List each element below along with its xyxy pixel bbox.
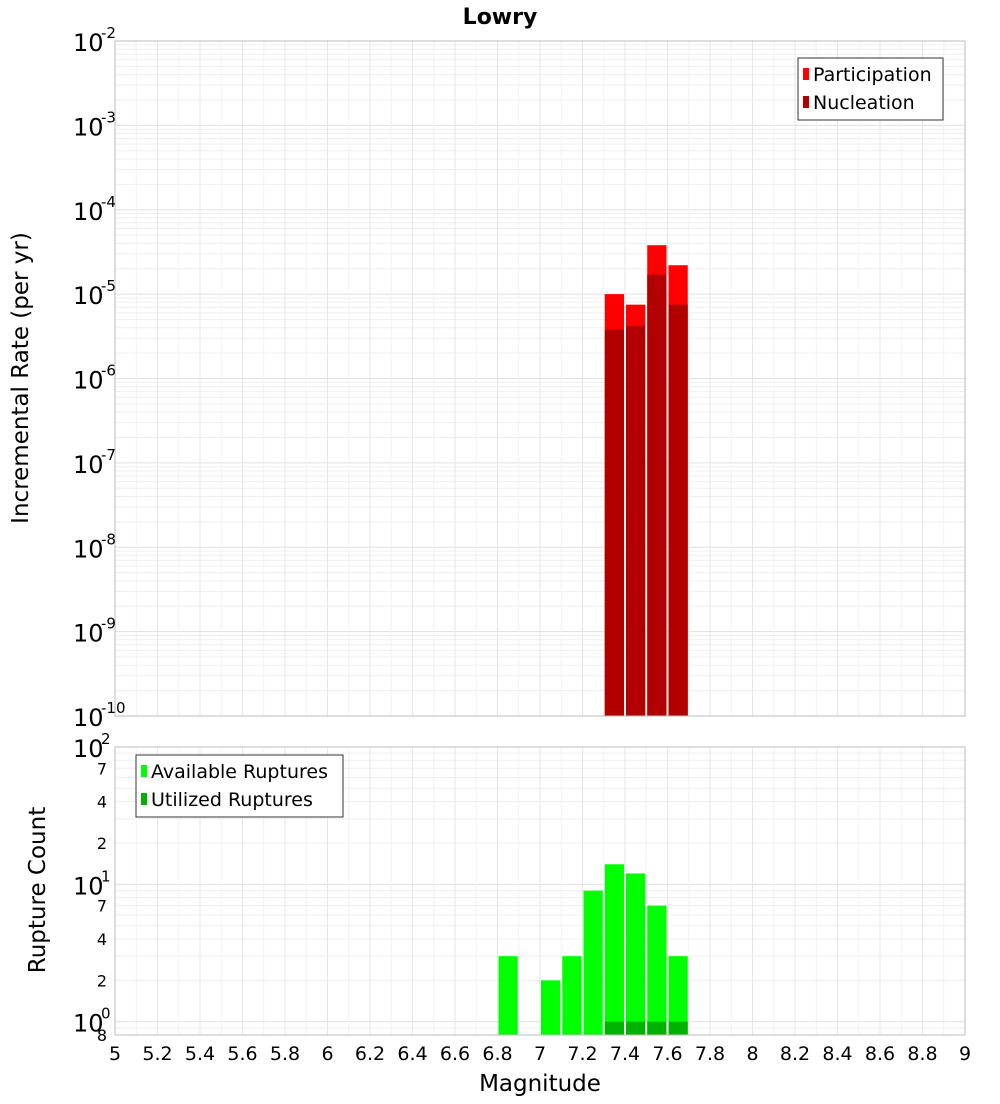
bottom-bar-utilized-ruptures — [647, 1021, 667, 1035]
x-tick-label: 7 — [534, 1043, 546, 1065]
top-y-tick-label: 10 — [73, 29, 104, 57]
bottom-y-tick-label: 10 — [73, 872, 104, 900]
bottom-plot-frame — [114, 746, 966, 1036]
bottom-bar-utilized-ruptures — [604, 1021, 624, 1035]
top-y-tick-label: 10 — [73, 620, 104, 648]
bottom-legend-item: Available Ruptures — [141, 761, 328, 783]
x-tick-label: 5.2 — [142, 1043, 172, 1065]
bottom-legend-box — [135, 754, 344, 818]
bottom-bar-available-ruptures — [583, 890, 603, 1035]
x-tick-label: 7.8 — [695, 1043, 725, 1065]
top-panel: 10-1010-910-810-710-610-510-410-310-2Par… — [73, 24, 966, 732]
top-legend-swatch — [803, 96, 809, 108]
bottom-y-minor-tick-label: 4 — [97, 930, 107, 949]
bottom-legend-swatch — [141, 793, 147, 805]
x-tick-label: 8 — [746, 1043, 758, 1065]
bottom-legend-item: Utilized Ruptures — [141, 789, 313, 811]
bottom-bar-utilized-ruptures — [626, 1021, 646, 1035]
top-y-tick-exponent: -2 — [101, 24, 116, 42]
top-y-tick-label: 10 — [73, 198, 104, 226]
chart-title: Lowry — [463, 5, 538, 30]
bottom-y-minor-tick-label: 8 — [97, 1026, 107, 1045]
x-tick-label: 9 — [959, 1043, 971, 1065]
bottom-y-minor-tick-label: 4 — [97, 793, 107, 812]
top-y-tick-label: 10 — [73, 535, 104, 563]
top-y-tick-exponent: -5 — [101, 277, 116, 295]
bottom-y-tick-label: 10 — [73, 1010, 104, 1038]
bottom-legend: Available Ruptures Utilized Ruptures — [135, 754, 344, 818]
top-legend: Participation Nucleation — [797, 57, 944, 121]
x-tick-label: 5 — [109, 1043, 121, 1065]
x-tick-label: 5.6 — [227, 1043, 257, 1065]
bottom-y-tick-exponent: 2 — [101, 730, 111, 748]
x-tick-label: 8.4 — [822, 1043, 852, 1065]
top-legend-box — [797, 57, 944, 121]
top-y-tick-label: 10 — [73, 451, 104, 479]
x-tick-label: 6.6 — [440, 1043, 470, 1065]
top-bar-nucleation — [626, 325, 646, 716]
top-y-tick-label: 10 — [73, 367, 104, 395]
x-tick-label: 7.2 — [567, 1043, 597, 1065]
bottom-bar-available-ruptures — [604, 864, 624, 1035]
top-bar-nucleation — [668, 304, 688, 716]
bottom-y-axis-label: Rupture Count — [25, 807, 51, 973]
x-tick-label: 7.6 — [652, 1043, 682, 1065]
bottom-legend-swatch — [141, 765, 147, 777]
top-bar-nucleation — [647, 274, 667, 716]
top-y-tick-label: 10 — [73, 704, 104, 732]
bottom-legend-label: Available Ruptures — [151, 761, 328, 783]
top-legend-label: Nucleation — [813, 92, 915, 114]
x-axis-label: Magnitude — [479, 1071, 601, 1097]
x-tick-label: 7.4 — [610, 1043, 640, 1065]
top-legend-item: Participation — [803, 64, 932, 86]
bottom-y-minor-tick-label: 2 — [97, 834, 107, 853]
bottom-y-minor-tick-label: 7 — [97, 897, 107, 916]
top-legend-item: Nucleation — [803, 92, 915, 114]
top-y-axis-label: Incremental Rate (per yr) — [8, 232, 34, 524]
bottom-bar-available-ruptures — [668, 956, 688, 1035]
top-y-tick-label: 10 — [73, 282, 104, 310]
top-bar-nucleation — [604, 329, 624, 716]
top-y-tick-exponent: -3 — [101, 108, 116, 126]
x-tick-label: 6.2 — [355, 1043, 385, 1065]
bottom-bar-available-ruptures — [541, 980, 561, 1035]
top-y-tick-exponent: -7 — [101, 446, 116, 464]
x-tick-label: 6 — [321, 1043, 333, 1065]
top-plot-frame — [114, 40, 966, 717]
x-tick-label: 6.4 — [397, 1043, 427, 1065]
top-legend-swatch — [803, 68, 809, 80]
bottom-y-tick-exponent: 1 — [101, 867, 111, 885]
bottom-y-minor-tick-label: 7 — [97, 759, 107, 778]
top-y-tick-exponent: -8 — [101, 530, 116, 548]
x-tick-label: 5.4 — [185, 1043, 215, 1065]
bottom-y-tick-exponent: 0 — [101, 1005, 111, 1023]
bottom-bar-utilized-ruptures — [668, 1021, 688, 1035]
top-y-tick-label: 10 — [73, 113, 104, 141]
x-tick-label: 8.8 — [907, 1043, 937, 1065]
top-y-tick-exponent: -6 — [101, 362, 116, 380]
bottom-y-tick-label: 10 — [73, 735, 104, 763]
x-tick-label: 8.2 — [780, 1043, 810, 1065]
x-tick-label: 6.8 — [482, 1043, 512, 1065]
top-y-tick-exponent: -10 — [101, 699, 126, 717]
x-tick-label: 8.6 — [865, 1043, 895, 1065]
bottom-bar-available-ruptures — [498, 956, 518, 1035]
top-legend-label: Participation — [813, 64, 932, 86]
bottom-y-minor-tick-label: 2 — [97, 971, 107, 990]
bottom-legend-label: Utilized Ruptures — [151, 789, 313, 811]
top-y-tick-exponent: -9 — [101, 615, 116, 633]
x-tick-label: 5.8 — [270, 1043, 300, 1065]
top-y-tick-exponent: -4 — [101, 193, 116, 211]
bottom-bar-available-ruptures — [626, 873, 646, 1035]
x-axis-ticks: 5 5.2 5.4 5.6 5.8 6 6.2 6.4 6.6 6.8 7 7.2 7.4 7.6 7.8 8… — [109, 1043, 971, 1065]
bottom-bar-available-ruptures — [562, 956, 582, 1035]
bottom-bar-available-ruptures — [647, 905, 667, 1035]
